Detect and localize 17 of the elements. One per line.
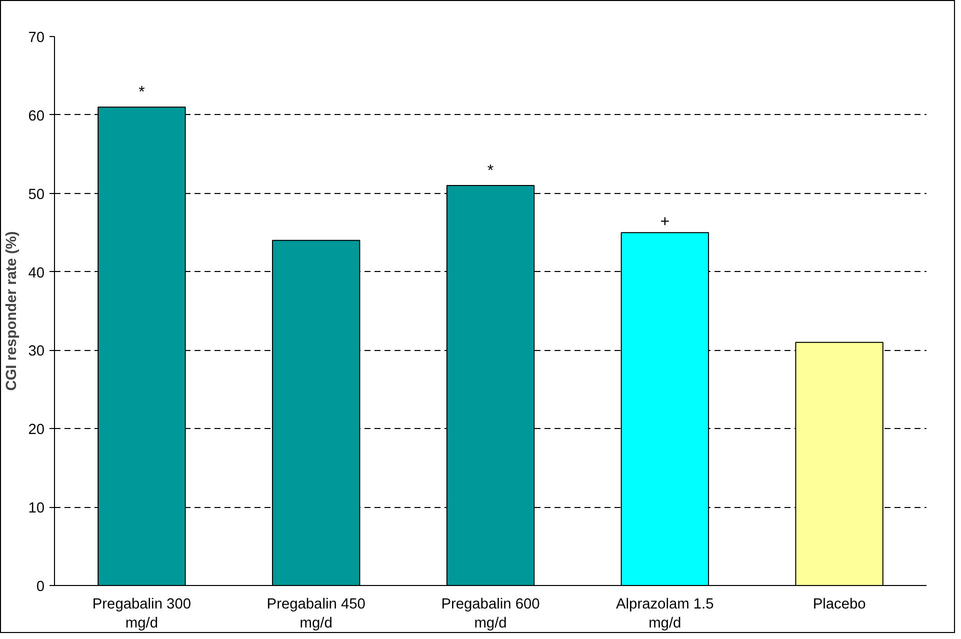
y-tick-label: 10 (28, 500, 45, 517)
annotation: * (138, 84, 145, 102)
x-tick-label: Placebo (812, 596, 866, 612)
x-tick-label: Alprazolam 1.5 mg/d (616, 596, 714, 632)
x-tick-label: Pregabalin 300 mg/d (92, 596, 192, 632)
y-tick-label: 30 (28, 344, 45, 360)
y-axis-title: CGI responder rate (%) (4, 231, 20, 391)
y-tick-label: 60 (28, 108, 45, 124)
y-tick-label: 0 (36, 579, 45, 595)
x-tick-label: Pregabalin 450 mg/d (266, 596, 366, 632)
x-tick-label: Pregabalin 600 mg/d (441, 596, 540, 632)
annotation: * (487, 162, 494, 180)
y-tick-label: 70 (28, 30, 45, 46)
y-tick-label: 40 (28, 265, 45, 282)
y-tick-label: 20 (28, 422, 45, 438)
annotation: + (660, 214, 670, 231)
y-tick-label: 50 (28, 186, 45, 203)
